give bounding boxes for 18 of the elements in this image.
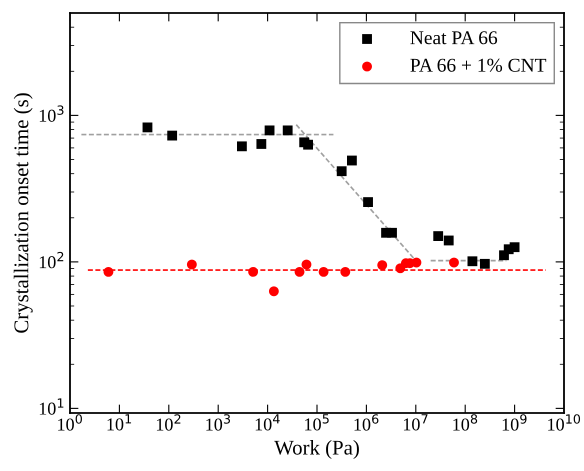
y-tick-label: 10$^{1}$: [40, 398, 64, 415]
y-tick-label: 10$^{2}$: [40, 252, 64, 268]
x-tick-label: 10$^{0}$: [58, 414, 82, 431]
x-tick-label: 10$^{10}$: [548, 414, 580, 431]
x-axis-title: Work (Pa): [274, 440, 359, 459]
legend-label: PA 66 + 1% CNT: [410, 58, 546, 72]
x-tick-label: 10$^{2}$: [156, 414, 180, 431]
x-tick-label: 10$^{5}$: [305, 414, 329, 430]
x-tick-label: 10$^{9}$: [502, 414, 527, 431]
x-tick-label: 10$^{3}$: [206, 414, 230, 431]
y-axis-title: Crystallization onset time (s): [14, 93, 33, 333]
x-tick-label: 10$^{4}$: [256, 414, 280, 430]
legend-label: Neat PA 66: [410, 31, 498, 44]
x-tick-label: 10$^{1}$: [108, 414, 132, 430]
x-tick-label: 10$^{8}$: [453, 414, 478, 431]
x-tick-label: 10$^{6}$: [354, 414, 378, 431]
y-tick-label: 10$^{3}$: [40, 105, 64, 122]
x-tick-label: 10$^{7}$: [404, 414, 428, 430]
